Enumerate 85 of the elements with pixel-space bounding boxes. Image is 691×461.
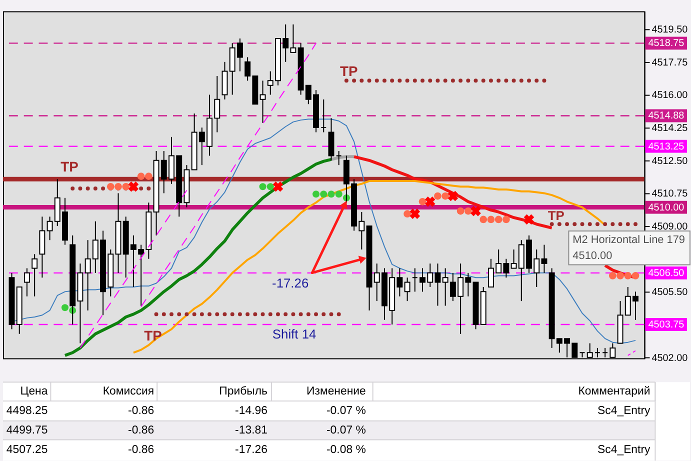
ref-line-label: 4518.75 [648,38,685,50]
point [404,210,411,218]
y-tick-label: 4510.75 [652,188,688,200]
point [137,172,145,180]
text: -14.96 [235,404,268,417]
y-tick-label: 4516.00 [652,90,688,102]
point [632,272,640,280]
candlestick [404,277,410,302]
point [608,272,616,280]
ref-line-label: 4510.00 [648,202,685,214]
text: -0.86 [128,444,154,456]
point [312,190,320,198]
ref-line-label: 4514.88 [648,110,685,122]
point [448,190,458,202]
candlestick [260,80,266,124]
point [470,206,481,216]
point [106,182,114,190]
point [61,304,69,312]
point [494,216,502,224]
point [259,183,266,190]
text: -17.26 [235,444,268,456]
category-label: Изменение [306,386,366,398]
annotation: Shift 14 [272,326,316,342]
candlestick [24,268,30,297]
text: 4498.25 [6,404,48,417]
y-tick-label: 4509.00 [652,222,688,233]
y-tick-label: 4502.00 [652,352,688,364]
point [456,207,464,215]
y-tick-label: 4519.50 [652,24,688,36]
point [616,272,624,280]
text: -0.86 [128,424,154,436]
point [272,181,284,192]
text: -0.07 % [326,404,366,417]
candlestick [39,216,46,278]
text: Sc4_Entry [598,444,650,456]
text: -0.86 [128,404,154,417]
annotation: -17.26 [272,276,309,291]
candlestick [328,118,334,161]
annotation: 4510.00 [572,250,612,262]
category-label: Цена [20,386,48,398]
text: -0.07 % [326,424,366,436]
point [335,190,342,198]
point [480,216,488,224]
y-tick-label: 4505.50 [652,287,688,298]
point [424,196,436,207]
candlestick [320,98,327,133]
point [320,190,328,198]
point [144,172,152,180]
annotation: TP [144,327,162,344]
candlestick [32,254,38,297]
category-label: Комментарий [578,386,650,398]
candlestick [412,268,418,292]
point [464,207,472,215]
ref-line-label: 4506.50 [648,268,685,279]
annotation: TP [548,208,565,224]
point [410,208,420,220]
point [524,214,534,225]
point [128,181,139,192]
point [418,198,426,206]
text: -0.08 % [326,444,366,456]
y-tick-label: 4514.25 [652,123,688,134]
point [442,192,450,200]
y-tick-label: 4517.75 [652,57,688,68]
point [502,216,510,224]
annotation: TP [60,158,78,174]
candlestick [336,150,342,166]
category-label: Комиссия [102,386,154,398]
point [434,192,442,200]
point [328,190,335,198]
annotation: TP [340,62,358,79]
point [624,272,632,280]
category-label: Прибыль [219,386,268,398]
ref-line-label: 4513.25 [648,141,685,152]
text: 4499.75 [6,424,48,436]
annotation: M2 Horizontal Line 179 [572,234,686,246]
point [266,183,274,190]
text: Sc4_Entry [598,404,650,417]
point [122,182,130,190]
point [114,182,122,190]
ref-line-label: 4503.75 [648,319,685,330]
text: 4507.25 [6,444,48,456]
point [487,216,495,224]
candlestick [222,61,228,100]
y-tick-label: 4512.50 [652,156,688,167]
text: -13.81 [235,424,268,436]
